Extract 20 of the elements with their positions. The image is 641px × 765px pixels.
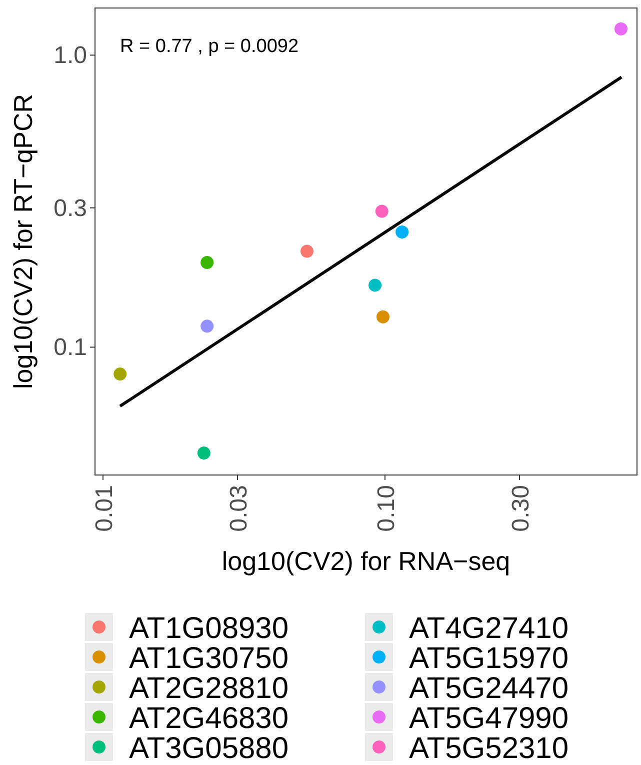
- legend-label: AT5G52310: [409, 732, 569, 765]
- annotation: R = 0.77 , p = 0.0092: [120, 36, 299, 57]
- y-tick-label: 1.0: [54, 42, 87, 70]
- x-axis-title: log10(CV2) for RNA−seq: [222, 546, 510, 576]
- legend-label: AT4G27410: [409, 612, 569, 645]
- y-tick-label: 0.3: [54, 194, 87, 222]
- legend-label: AT5G15970: [409, 642, 569, 675]
- x-tick-label: 0.03: [226, 485, 253, 532]
- x-tick-label: 0.01: [90, 485, 118, 532]
- legend-label: AT3G05880: [129, 732, 289, 765]
- legend-label: AT2G46830: [129, 702, 289, 735]
- legend-label: AT5G47990: [409, 702, 569, 735]
- x-tick-label: 0.30: [508, 485, 535, 532]
- legend-label: AT1G30750: [129, 642, 289, 675]
- legend-label: AT2G28810: [129, 672, 289, 705]
- x-tick-label: 0.10: [372, 485, 400, 532]
- y-axis-title: log10(CV2) for RT−qPCR: [8, 94, 38, 390]
- legend-label: AT5G24470: [409, 672, 569, 705]
- y-tick-label: 0.1: [54, 334, 87, 362]
- legend-label: AT1G08930: [129, 612, 289, 645]
